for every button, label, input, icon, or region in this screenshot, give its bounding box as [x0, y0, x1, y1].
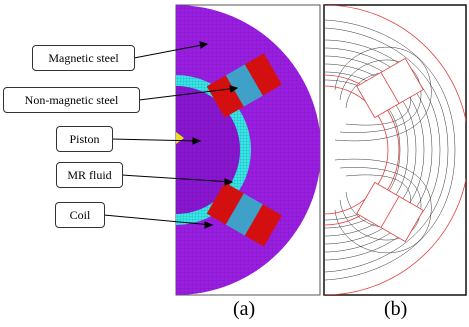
coil-upper-left: [206, 75, 244, 118]
label-mr-fluid: MR fluid: [56, 162, 123, 188]
upper-coil-window: [356, 57, 424, 119]
lower-coil-assembly: [206, 182, 282, 247]
leader-non-magnetic-steel: [138, 87, 238, 101]
upper-coil-assembly: [206, 53, 282, 118]
panel-b-frame: [323, 4, 467, 296]
coil-lower-right: [244, 204, 282, 247]
label-non-magnetic-steel: Non-magnetic steel: [3, 87, 140, 113]
non-magnetic-steel-lower: [225, 193, 263, 236]
coil-lower-left: [206, 182, 244, 225]
panel-a: [175, 4, 321, 296]
label-magnetic-steel: Magnetic steel: [32, 45, 135, 71]
leader-piston: [111, 138, 201, 142]
lower-coil-window: [356, 181, 424, 243]
panel-b: [323, 4, 467, 296]
leader-mr-fluid: [121, 174, 233, 183]
caption-a: (a): [233, 298, 256, 320]
leader-lines: [103, 41, 239, 229]
coil-upper-right: [244, 53, 282, 96]
flux-lines: [324, 5, 466, 295]
caption-b: (b): [384, 298, 408, 320]
label-coil: Coil: [55, 202, 105, 228]
leader-magnetic-steel: [133, 43, 208, 59]
label-piston: Piston: [56, 126, 113, 152]
leader-coil: [103, 214, 213, 226]
non-magnetic-steel-upper: [225, 64, 263, 107]
